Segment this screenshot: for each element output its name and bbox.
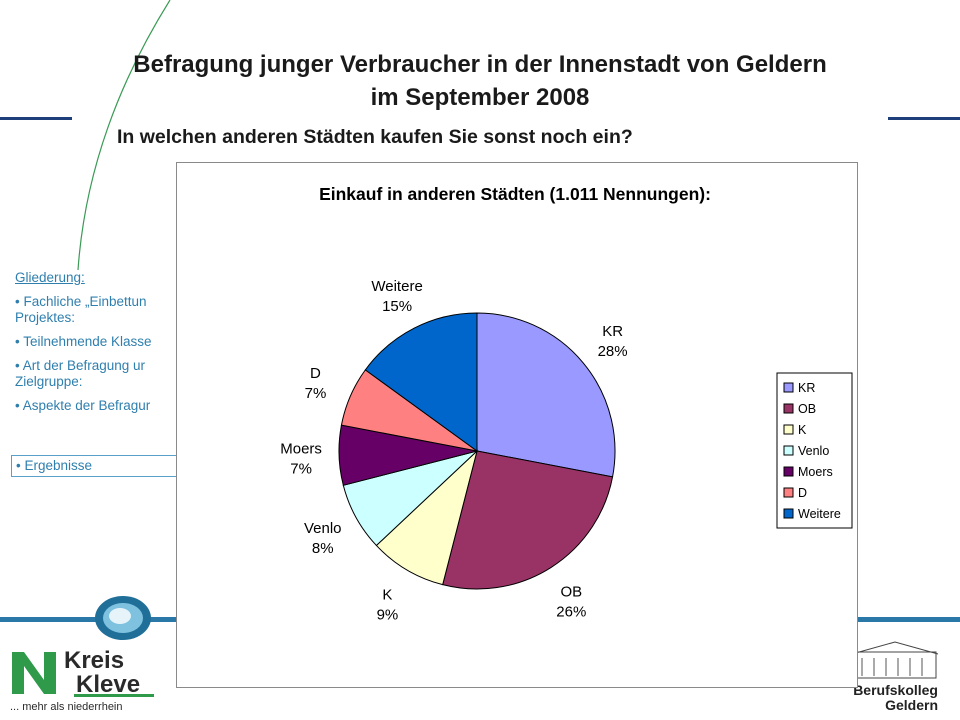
- data-label-weitere: Weitere 15%: [371, 278, 422, 315]
- data-label-ob: OB 26%: [556, 584, 586, 621]
- kreis-label: Kreis: [64, 647, 125, 674]
- data-label-percent: 8%: [312, 540, 334, 557]
- outline-item-label: • Art der Befragung ur: [15, 358, 146, 373]
- legend-label-venlo: Venlo: [798, 444, 829, 458]
- globe-logo-icon: [95, 596, 151, 640]
- legend-label-weitere: Weitere: [798, 507, 841, 521]
- legend-swatch-d: [783, 487, 794, 498]
- header-rule-right: [888, 117, 960, 120]
- data-label-category: Weitere: [371, 278, 422, 295]
- legend-swatch-kr: [783, 382, 794, 393]
- pie-slices: [338, 312, 616, 590]
- school-name: Berufskolleg Geldern: [850, 683, 938, 713]
- data-label-percent: 7%: [305, 385, 327, 402]
- data-label-percent: 9%: [377, 606, 399, 623]
- outline-item-label: Zielgruppe:: [15, 374, 83, 389]
- outline-item-label: Projektes:: [15, 310, 76, 325]
- outline-item-label: • Fachliche „Einbettun: [15, 294, 147, 309]
- header-rule-left: [0, 117, 72, 120]
- data-label-percent: 26%: [556, 604, 586, 621]
- data-label-percent: 7%: [290, 461, 312, 478]
- pie-slice-ob: [442, 450, 614, 590]
- legend-label-k: K: [798, 423, 807, 437]
- pie-slice-weitere: [364, 312, 478, 452]
- data-label-percent: 28%: [598, 343, 628, 360]
- legend-swatch-ob: [783, 403, 794, 414]
- data-label-category: KR: [602, 323, 623, 340]
- data-label-k: K 9%: [377, 586, 399, 623]
- school-line-2: Geldern: [885, 697, 938, 713]
- legend-label-moers: Moers: [798, 465, 833, 479]
- survey-question: In welchen anderen Städten kaufen Sie so…: [117, 126, 633, 148]
- data-label-kr: KR 28%: [598, 323, 628, 360]
- outline-heading[interactable]: Gliederung:: [15, 270, 85, 285]
- school-line-1: Berufskolleg: [853, 682, 938, 698]
- chart-title: Einkauf in anderen Städten (1.011 Nennun…: [319, 184, 711, 204]
- outline-item-aspekte[interactable]: • Aspekte der Befragur: [15, 398, 151, 413]
- outline-item-klassen[interactable]: • Teilnehmende Klasse: [15, 334, 152, 349]
- outline-nav: Gliederung: • Fachliche „Einbettun Proje…: [15, 270, 215, 422]
- kleve-label: Kleve: [76, 671, 141, 698]
- pie-chart: Einkauf in anderen Städten (1.011 Nennun…: [280, 184, 853, 623]
- legend-swatch-moers: [783, 466, 794, 477]
- school-building-icon: [851, 641, 939, 679]
- page-title: Befragung junger Verbraucher in der Inne…: [60, 48, 900, 114]
- legend-label-ob: OB: [798, 402, 816, 416]
- data-label-venlo: Venlo 8%: [304, 520, 342, 557]
- data-label-category: Venlo: [304, 520, 342, 537]
- legend-label-d: D: [798, 486, 807, 500]
- data-label-moers: Moers 7%: [280, 441, 322, 478]
- kreis-kleve-underline: [74, 694, 154, 697]
- data-label-category: K: [382, 586, 392, 603]
- chart-legend: KR OB K Venlo Moers D Weitere: [776, 372, 853, 529]
- data-label-percent: 15%: [382, 298, 412, 315]
- legend-swatch-k: [783, 424, 794, 435]
- title-line-1: Befragung junger Verbraucher in der Inne…: [133, 51, 827, 78]
- kreis-tagline: ... mehr als niederrhein: [10, 701, 123, 713]
- outline-item-einbettung[interactable]: • Fachliche „Einbettun Projektes:: [15, 294, 215, 326]
- title-line-2: im September 2008: [370, 84, 590, 111]
- data-label-d: D 7%: [305, 365, 327, 402]
- chart-area: Einkauf in anderen Städten (1.011 Nennun…: [176, 162, 858, 688]
- pie-slice-kr: [476, 312, 616, 478]
- kreis-kleve-emblem-icon: [10, 648, 58, 696]
- legend-label-kr: KR: [798, 381, 815, 395]
- outline-item-befragung[interactable]: • Art der Befragung ur Zielgruppe:: [15, 358, 215, 390]
- data-label-category: Moers: [280, 441, 322, 458]
- pie-labels: KR 28% OB 26% K 9% Venlo 8% Moers 7% D 7% Weitere 15%: [280, 278, 627, 623]
- legend-swatch-venlo: [783, 445, 794, 456]
- data-label-category: D: [310, 365, 321, 382]
- legend-swatch-weitere: [783, 508, 794, 519]
- data-label-category: OB: [560, 584, 582, 601]
